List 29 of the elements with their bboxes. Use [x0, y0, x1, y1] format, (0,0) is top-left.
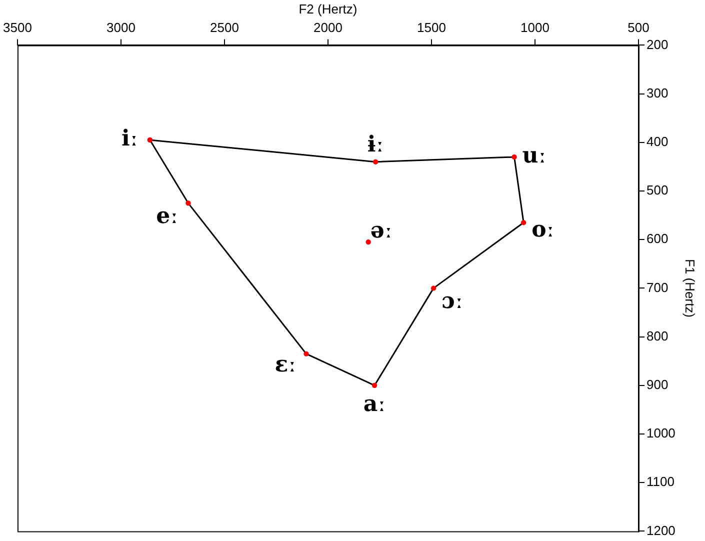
x-tick-label: 2500	[210, 20, 239, 35]
x-tick-label: 3500	[3, 20, 32, 35]
x-tick-label: 1000	[520, 20, 550, 35]
y-tick-label: 300	[646, 85, 668, 100]
y-tick-label: 1000	[646, 426, 676, 441]
y-tick-label: 200	[646, 36, 668, 52]
annotation: oː	[532, 216, 554, 242]
annotation: ɨː	[367, 132, 384, 158]
x-axis-title: F2 (Hertz)	[298, 1, 358, 16]
x-tick-label: 1500	[417, 20, 446, 35]
y-tick-label: 500	[646, 182, 668, 198]
y-axis-title: F1 (Hertz)	[682, 258, 698, 318]
annotation: əː	[370, 218, 392, 244]
annotation: ɔː	[442, 288, 464, 314]
annotation: uː	[522, 142, 546, 169]
x-tick-label: 2000	[314, 20, 342, 35]
y-tick-label: 800	[646, 328, 668, 344]
y-tick-label: 600	[646, 231, 668, 246]
y-tick-label: 1200	[646, 522, 676, 538]
annotation: iː	[121, 126, 138, 152]
x-tick-label: 500	[628, 20, 650, 35]
y-tick-label: 700	[646, 280, 668, 295]
y-tick-label: 900	[646, 376, 668, 392]
annotation: aː	[363, 391, 386, 418]
x-tick-label: 3000	[106, 20, 136, 35]
annotation: ɛː	[274, 352, 296, 378]
y-tick-label: 1100	[646, 474, 674, 490]
annotation: eː	[156, 202, 178, 229]
y-tick-label: 400	[646, 134, 668, 149]
